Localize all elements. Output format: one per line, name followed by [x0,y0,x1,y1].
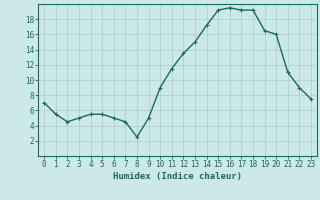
X-axis label: Humidex (Indice chaleur): Humidex (Indice chaleur) [113,172,242,181]
